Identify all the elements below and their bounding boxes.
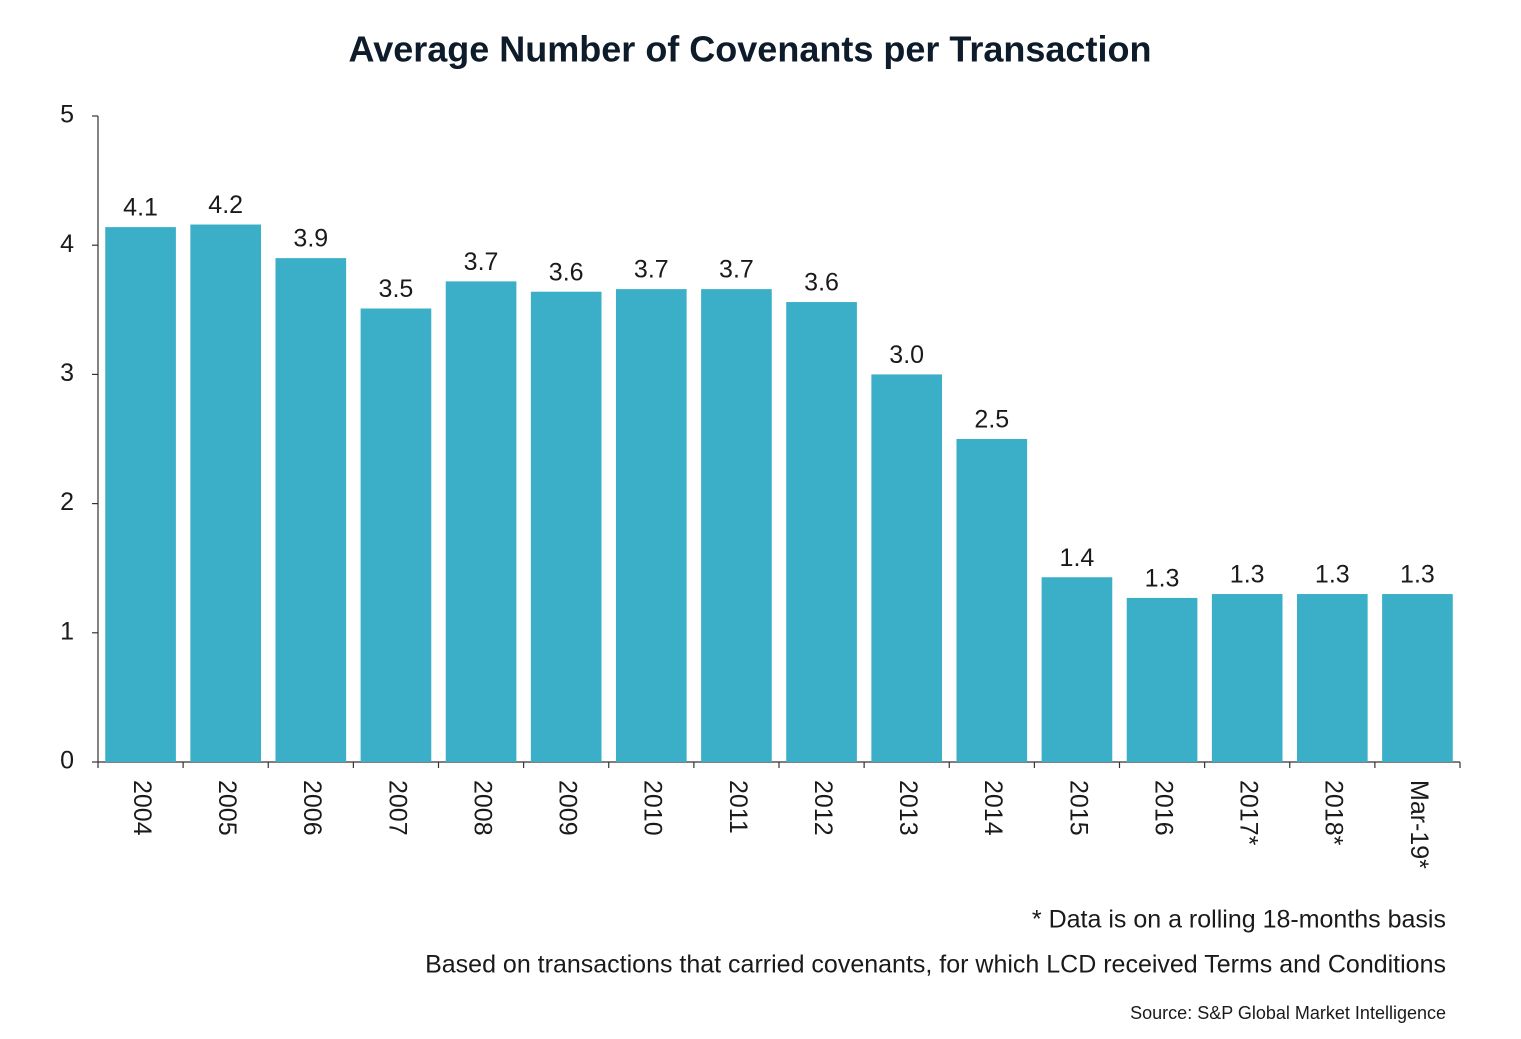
value-label: 3.7	[719, 256, 754, 284]
bar	[1211, 594, 1283, 762]
bar	[530, 291, 602, 762]
value-label: 3.7	[464, 248, 499, 276]
value-label: 3.5	[379, 275, 414, 303]
value-label: 3.9	[293, 225, 328, 253]
value-label: 4.1	[123, 194, 158, 222]
bar	[871, 374, 943, 762]
x-tick-label: 2005	[213, 780, 241, 836]
x-tick-label: 2018*	[1320, 780, 1348, 846]
x-tick-label: 2015	[1064, 780, 1092, 836]
y-tick-label: 2	[60, 488, 74, 516]
footnote: Based on transactions that carried coven…	[425, 951, 1446, 979]
source: Source: S&P Global Market Intelligence	[1130, 1003, 1446, 1023]
x-tick-label: 2007	[383, 780, 411, 836]
value-label: 3.6	[804, 269, 839, 297]
x-tick-label: 2014	[979, 780, 1007, 836]
bar	[360, 308, 432, 762]
value-label: 3.7	[634, 256, 669, 284]
bar	[701, 289, 772, 762]
bar	[445, 281, 517, 762]
value-label: 1.3	[1145, 565, 1180, 593]
y-tick-label: 5	[60, 101, 74, 129]
x-tick-label: 2008	[468, 780, 496, 836]
x-tick-label: 2004	[128, 780, 156, 836]
value-label: 2.5	[974, 406, 1009, 434]
bar	[615, 289, 687, 762]
bar	[1296, 594, 1368, 762]
value-label: 4.2	[208, 191, 243, 219]
bar	[1126, 597, 1198, 762]
value-label: 1.3	[1400, 561, 1435, 589]
value-label: 1.4	[1060, 544, 1095, 572]
x-tick-label: 2016	[1149, 780, 1177, 836]
bar	[786, 302, 857, 762]
value-label: 1.3	[1315, 561, 1350, 589]
x-tick-label: 2011	[724, 780, 752, 834]
chart-title: Average Number of Covenants per Transact…	[349, 29, 1152, 70]
bar	[190, 224, 262, 762]
value-label: 3.6	[549, 258, 584, 286]
value-label: 3.0	[889, 341, 924, 369]
x-tick-label: Mar-19*	[1405, 780, 1433, 869]
bar	[956, 439, 1028, 762]
x-tick-label: 2013	[894, 780, 922, 836]
bar	[1382, 594, 1453, 762]
x-tick-label: 2012	[809, 780, 837, 836]
x-tick-label: 2009	[554, 780, 582, 836]
bar	[1041, 577, 1113, 762]
bar	[105, 227, 176, 762]
y-tick-label: 1	[60, 617, 74, 645]
y-tick-label: 4	[60, 230, 74, 258]
x-tick-label: 2006	[298, 780, 326, 836]
y-tick-label: 3	[60, 359, 74, 387]
x-tick-label: 2017*	[1235, 780, 1263, 846]
bar	[275, 258, 347, 762]
footnote: * Data is on a rolling 18-months basis	[1032, 906, 1446, 934]
value-label: 1.3	[1230, 561, 1265, 589]
y-tick-label: 0	[60, 747, 74, 775]
x-tick-label: 2010	[639, 780, 667, 836]
